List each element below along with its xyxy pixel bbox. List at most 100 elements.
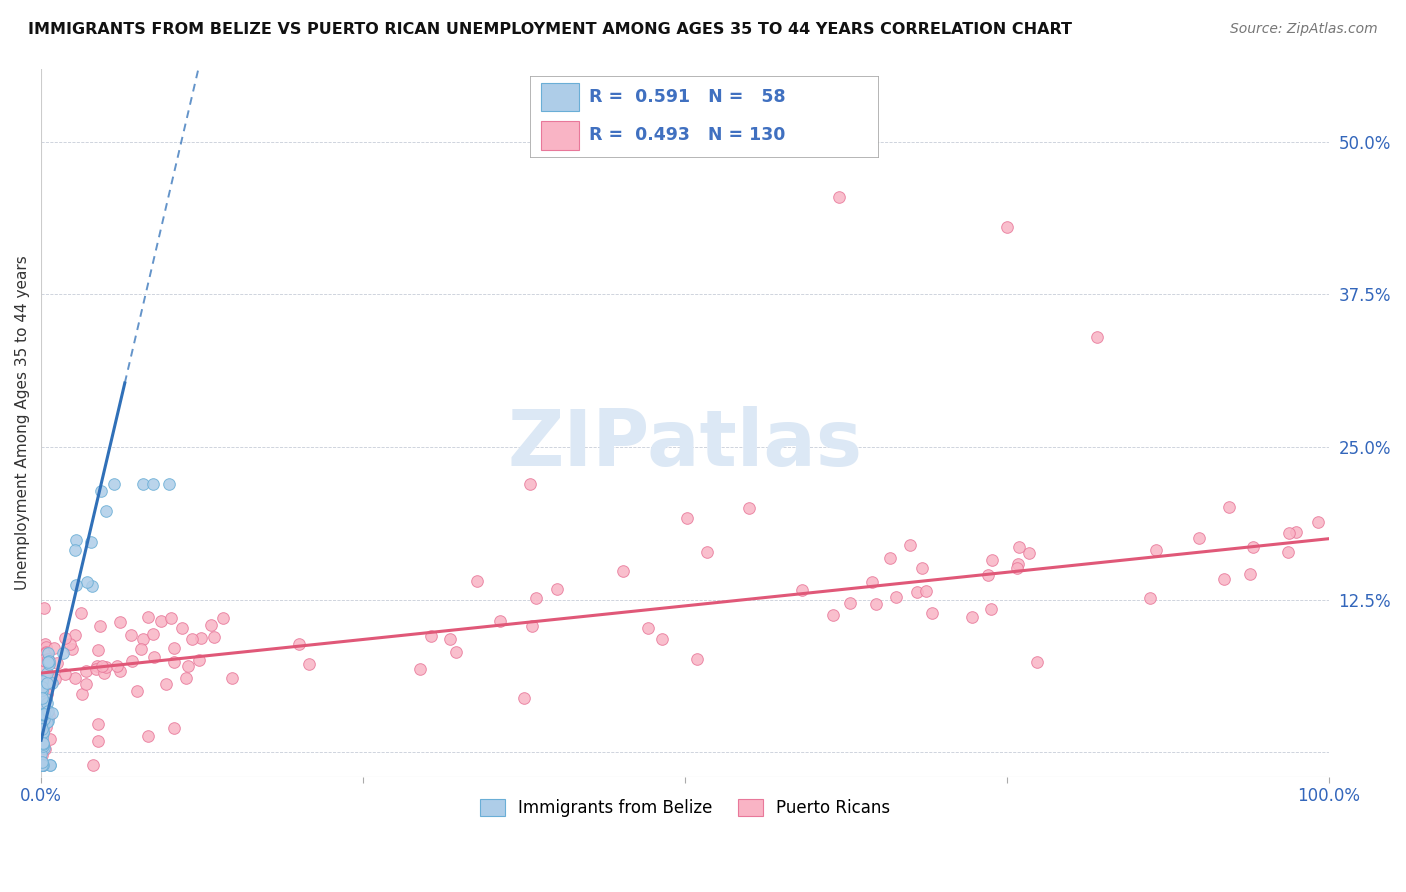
Point xyxy=(35,640,58,655)
Point xyxy=(121,654,143,668)
Point xyxy=(1005,561,1028,575)
Point xyxy=(53,632,76,646)
Text: ZIPatlas: ZIPatlas xyxy=(508,406,862,482)
Point xyxy=(31,652,53,666)
Point xyxy=(31,680,53,694)
Point xyxy=(1007,558,1029,572)
Point xyxy=(37,652,59,666)
Point xyxy=(1008,540,1031,554)
Point xyxy=(37,655,59,669)
Point xyxy=(738,501,761,516)
Point xyxy=(32,712,55,726)
Point xyxy=(34,654,56,668)
Point xyxy=(127,683,149,698)
Point xyxy=(103,476,125,491)
Point xyxy=(221,671,243,685)
Point xyxy=(163,656,186,670)
Point xyxy=(30,757,52,772)
Point xyxy=(30,719,52,733)
Point xyxy=(34,645,56,659)
Point xyxy=(31,737,53,751)
Point xyxy=(686,652,709,666)
Point xyxy=(38,709,60,723)
Point xyxy=(75,677,97,691)
Point xyxy=(30,681,52,696)
Point xyxy=(89,619,111,633)
Point xyxy=(44,640,66,655)
Point xyxy=(129,641,152,656)
Point xyxy=(172,621,194,635)
Point xyxy=(174,671,197,685)
Point xyxy=(37,652,59,666)
Point xyxy=(519,476,541,491)
Point xyxy=(181,632,204,647)
Point xyxy=(696,545,718,559)
Y-axis label: Unemployment Among Ages 35 to 44 years: Unemployment Among Ages 35 to 44 years xyxy=(15,255,30,591)
Point xyxy=(159,476,181,491)
Point xyxy=(177,658,200,673)
Point xyxy=(35,720,58,734)
Point xyxy=(93,666,115,681)
Point xyxy=(32,707,55,722)
Point xyxy=(142,627,165,641)
Point xyxy=(31,693,53,707)
Point xyxy=(32,757,55,772)
Point xyxy=(155,677,177,691)
Point xyxy=(31,722,53,736)
Point xyxy=(1212,572,1234,586)
Point xyxy=(37,706,59,720)
Point xyxy=(69,607,91,621)
Point xyxy=(75,664,97,678)
Point xyxy=(34,712,56,726)
Point xyxy=(1018,546,1040,560)
Point xyxy=(31,690,53,704)
Point xyxy=(76,574,98,589)
Point xyxy=(32,741,55,756)
Point xyxy=(31,663,53,677)
Point xyxy=(37,715,59,730)
Point xyxy=(980,552,1002,566)
Point xyxy=(31,757,53,772)
Point xyxy=(1278,525,1301,540)
Point xyxy=(828,190,851,204)
Point xyxy=(960,609,983,624)
Point xyxy=(32,736,55,750)
Point xyxy=(637,621,659,635)
Point xyxy=(1241,541,1264,555)
Point xyxy=(80,534,103,549)
Point xyxy=(884,590,907,604)
Point xyxy=(87,734,110,748)
Point xyxy=(132,476,155,491)
Point xyxy=(105,658,128,673)
Point xyxy=(1146,542,1168,557)
Point xyxy=(823,607,845,622)
Point xyxy=(190,631,212,645)
Point xyxy=(31,731,53,745)
Point xyxy=(34,679,56,693)
Point xyxy=(439,632,461,646)
Point xyxy=(30,733,52,747)
Point xyxy=(37,687,59,701)
Point xyxy=(1308,515,1330,529)
Point xyxy=(31,757,53,772)
Point xyxy=(489,614,512,628)
Point xyxy=(38,654,60,668)
Point xyxy=(46,656,69,670)
Point xyxy=(37,670,59,684)
Point xyxy=(915,583,938,598)
Point xyxy=(790,582,813,597)
Point xyxy=(86,659,108,673)
Point xyxy=(995,220,1018,235)
Point xyxy=(202,630,225,644)
Point xyxy=(31,757,53,772)
Point xyxy=(34,637,56,651)
Point xyxy=(32,739,55,753)
Point xyxy=(35,675,58,690)
Point xyxy=(32,688,55,702)
Point xyxy=(34,742,56,756)
Point xyxy=(409,662,432,676)
Point xyxy=(38,757,60,772)
Point xyxy=(31,755,53,769)
Point xyxy=(980,601,1002,615)
Point xyxy=(87,642,110,657)
